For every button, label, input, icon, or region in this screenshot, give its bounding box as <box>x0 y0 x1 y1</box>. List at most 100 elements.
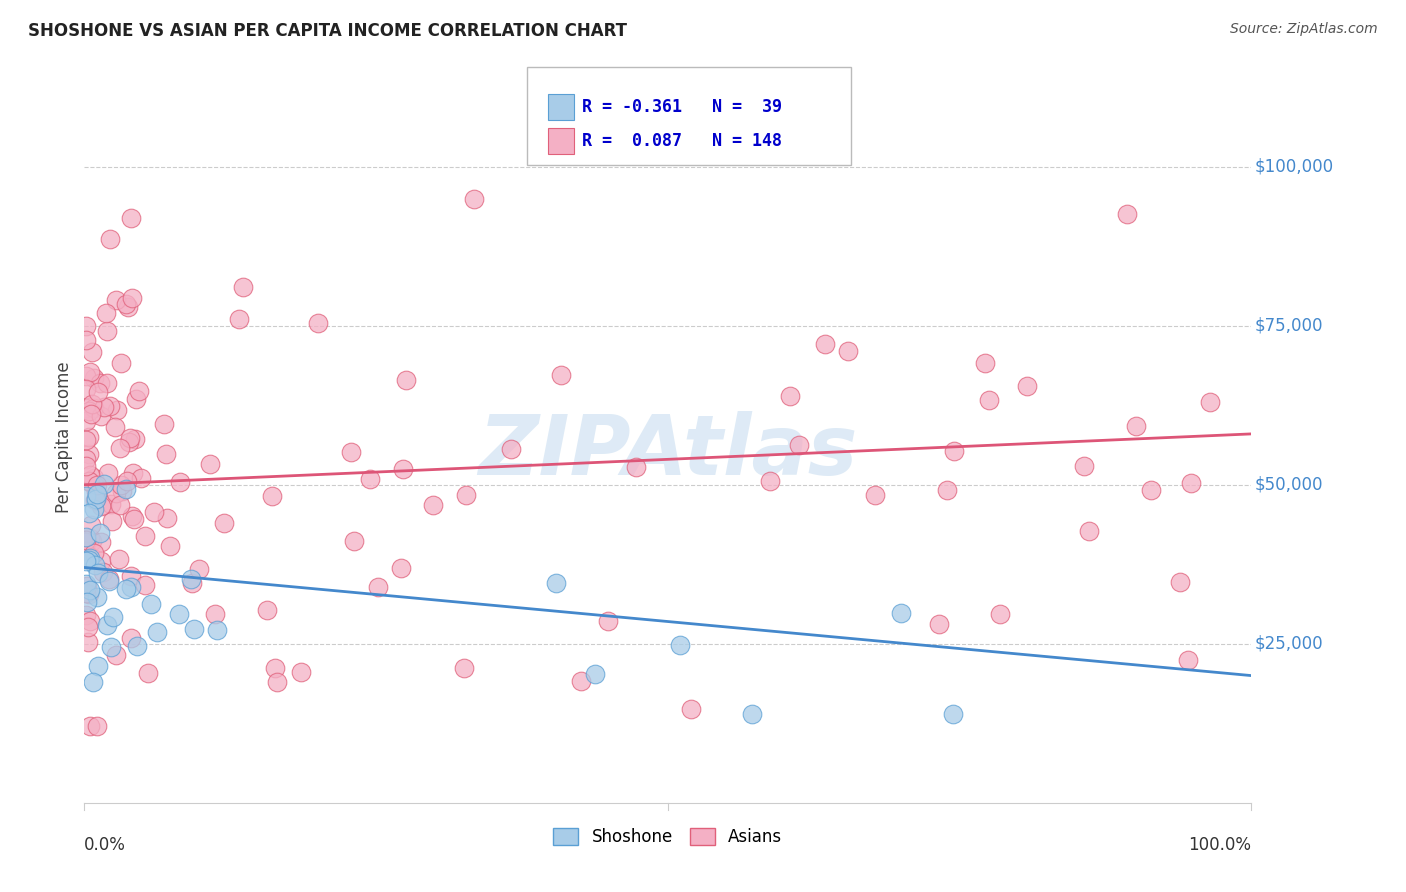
Point <box>93 477 115 491</box>
Point <box>146 624 169 639</box>
Point <box>87 566 110 581</box>
Point <box>75 401 97 415</box>
Point <box>75 535 97 549</box>
Point <box>83 401 105 416</box>
Point <box>86 478 108 492</box>
Point <box>124 432 146 446</box>
Point <box>1180 475 1202 490</box>
Point <box>76 595 98 609</box>
Point <box>1115 207 1137 221</box>
Point <box>340 445 363 459</box>
Point <box>1140 483 1163 497</box>
Point <box>262 489 284 503</box>
Point <box>183 622 205 636</box>
Point <box>120 632 142 646</box>
Point <box>181 576 204 591</box>
Point <box>79 719 101 733</box>
Legend: Shoshone, Asians: Shoshone, Asians <box>547 822 789 853</box>
Point <box>942 706 965 721</box>
Point <box>75 318 97 333</box>
Y-axis label: Per Capita Income: Per Capita Income <box>55 361 73 513</box>
Point <box>136 665 159 680</box>
Point <box>104 486 127 500</box>
Point <box>110 477 132 491</box>
Point <box>90 553 112 567</box>
Point <box>96 324 118 338</box>
Point <box>75 577 97 591</box>
Point <box>232 279 254 293</box>
Point <box>928 617 950 632</box>
Point <box>1073 459 1095 474</box>
Point <box>75 382 97 396</box>
Point <box>77 447 100 461</box>
Point <box>204 607 226 621</box>
Point <box>82 674 104 689</box>
Point <box>759 474 782 488</box>
Point <box>83 371 105 385</box>
Point <box>75 585 97 599</box>
Point <box>779 389 801 403</box>
Point <box>98 572 121 586</box>
Point <box>187 562 209 576</box>
Point <box>104 420 127 434</box>
Text: R = -0.361   N =  39: R = -0.361 N = 39 <box>582 98 782 116</box>
Text: $25,000: $25,000 <box>1254 635 1323 653</box>
Point <box>89 526 111 541</box>
Point <box>75 533 97 547</box>
Point <box>115 582 138 596</box>
Point <box>205 623 228 637</box>
Point <box>1125 418 1147 433</box>
Point <box>141 597 163 611</box>
Point <box>544 576 567 591</box>
Point <box>90 534 112 549</box>
Point <box>79 615 101 629</box>
Point <box>120 580 142 594</box>
Point <box>94 306 117 320</box>
Point <box>104 293 127 307</box>
Point <box>77 553 100 567</box>
Point <box>1199 395 1222 409</box>
Point <box>79 365 101 379</box>
Point <box>395 372 418 386</box>
Text: 0.0%: 0.0% <box>84 836 127 854</box>
Point <box>156 511 179 525</box>
Point <box>86 590 108 604</box>
Point <box>77 404 100 418</box>
Text: $100,000: $100,000 <box>1254 158 1334 176</box>
Point <box>1177 653 1199 667</box>
Point <box>266 674 288 689</box>
Text: 100.0%: 100.0% <box>1188 836 1251 854</box>
Point <box>125 640 148 654</box>
Point <box>75 554 97 568</box>
Point <box>108 498 131 512</box>
Point <box>290 665 312 680</box>
Point <box>83 558 105 573</box>
Point <box>75 333 97 347</box>
Point <box>80 345 103 359</box>
Point <box>1078 524 1101 539</box>
Point <box>143 505 166 519</box>
Text: $75,000: $75,000 <box>1254 317 1323 334</box>
Point <box>129 471 152 485</box>
Point <box>76 579 98 593</box>
Point <box>100 399 122 413</box>
Point <box>169 475 191 489</box>
Point <box>118 435 141 450</box>
Point <box>97 467 120 481</box>
Point <box>84 483 107 498</box>
Point <box>75 608 97 623</box>
Point <box>115 482 138 496</box>
Point <box>86 491 108 506</box>
Point <box>79 475 101 490</box>
Point <box>679 702 702 716</box>
Point <box>359 472 381 486</box>
Point <box>100 497 122 511</box>
Point <box>1168 574 1191 589</box>
Point <box>596 614 619 628</box>
Point <box>134 578 156 592</box>
Point <box>128 384 150 398</box>
Point <box>101 609 124 624</box>
Point <box>75 452 97 467</box>
Text: Source: ZipAtlas.com: Source: ZipAtlas.com <box>1230 22 1378 37</box>
Point <box>550 368 572 382</box>
